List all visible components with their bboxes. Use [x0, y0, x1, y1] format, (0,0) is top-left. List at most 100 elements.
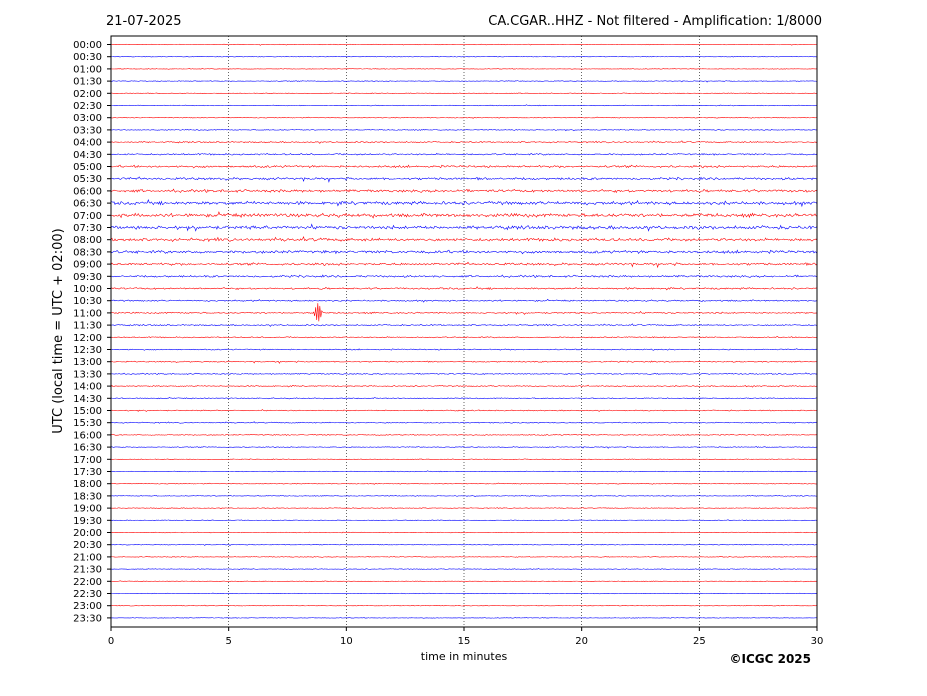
y-tick-label: 09:00: [73, 260, 102, 271]
trace-2100: [110, 555, 818, 558]
x-tick-label-15: 15: [458, 636, 471, 647]
y-tick-label: 05:00: [73, 162, 102, 173]
y-tick-label: 04:00: [73, 138, 102, 149]
y-tick-label: 09:30: [73, 272, 102, 283]
trace-1000: [110, 286, 818, 291]
y-tick-label: 07:00: [73, 211, 102, 222]
trace-0700: [110, 211, 818, 219]
trace-0030: [110, 56, 818, 58]
y-tick-label: 20:00: [73, 528, 102, 539]
trace-2230: [110, 592, 818, 595]
trace-1100: [110, 303, 818, 322]
trace-0230: [110, 104, 818, 107]
y-tick-label: 18:30: [73, 491, 102, 502]
trace-1700: [110, 458, 818, 461]
y-tick-label: 17:30: [73, 467, 102, 478]
trace-1830: [110, 494, 818, 497]
trace-1330: [110, 372, 818, 376]
x-tick-label-5: 5: [225, 636, 231, 647]
y-tick-label: 12:30: [73, 345, 102, 356]
trace-2000: [110, 531, 818, 534]
y-tick-label: 04:30: [73, 150, 102, 161]
y-tick-label: 22:30: [73, 589, 102, 600]
y-axis-label: UTC (local time = UTC + 02:00): [51, 228, 66, 433]
y-tick-label: 20:30: [73, 540, 102, 551]
copyright-credit: ©ICGC 2025: [729, 652, 811, 666]
date-label: 21-07-2025: [106, 14, 182, 29]
trace-0330: [110, 128, 817, 132]
trace-1430: [110, 396, 818, 400]
trace-0130: [110, 80, 818, 83]
trace-0000: [110, 43, 818, 46]
trace-0430: [110, 152, 818, 156]
y-tick-label: 15:30: [73, 418, 102, 429]
trace-2030: [110, 543, 818, 547]
trace-1200: [110, 336, 818, 339]
trace-0100: [110, 68, 818, 70]
trace-rows: [110, 43, 818, 619]
trace-1030: [110, 298, 818, 303]
y-tick-label: 11:00: [73, 308, 102, 319]
y-tick-label: 23:00: [73, 601, 102, 612]
y-tick-label: 03:00: [73, 113, 102, 124]
trace-1130: [110, 323, 818, 327]
trace-0600: [110, 188, 818, 194]
trace-0200: [110, 92, 818, 95]
x-tick-label-20: 20: [575, 636, 588, 647]
x-tick-label-10: 10: [340, 636, 353, 647]
trace-0300: [110, 116, 818, 119]
x-axis-label: time in minutes: [421, 650, 508, 663]
y-tick-label: 21:30: [73, 565, 102, 576]
trace-2130: [110, 568, 818, 571]
y-tick-label: 02:30: [73, 101, 102, 112]
plot-frame: [110, 35, 818, 628]
trace-0530: [110, 176, 818, 183]
y-tick-label: 05:30: [73, 174, 102, 185]
trace-1230: [110, 348, 818, 351]
y-tick-label: 17:00: [73, 455, 102, 466]
grid-lines: [228, 36, 700, 627]
trace-2330: [110, 617, 818, 619]
y-tick-label: 10:30: [73, 296, 102, 307]
y-tick-label: 08:30: [73, 247, 102, 258]
chart-title: CA.CGAR..HHZ - Not filtered - Amplificat…: [488, 14, 822, 29]
y-tick-label: 15:00: [73, 406, 102, 417]
y-tick-label: 07:30: [73, 223, 102, 234]
trace-2200: [110, 580, 818, 583]
trace-1500: [110, 409, 818, 412]
y-tick-label: 21:00: [73, 552, 102, 563]
trace-0400: [110, 140, 818, 144]
y-tick-label: 11:30: [73, 321, 102, 332]
trace-1530: [110, 421, 818, 424]
y-tick-label: 19:00: [73, 504, 102, 515]
trace-0730: [110, 223, 818, 232]
y-tick-label: 01:30: [73, 77, 102, 88]
y-tick-label: 14:30: [73, 394, 102, 405]
trace-0930: [110, 274, 818, 278]
trace-1800: [110, 482, 818, 485]
y-tick-label: 06:30: [73, 199, 102, 210]
trace-0800: [110, 236, 818, 243]
y-tick-label: 10:00: [73, 284, 102, 295]
trace-1600: [110, 433, 818, 436]
trace-1630: [110, 446, 818, 449]
y-tick-label: 19:30: [73, 516, 102, 527]
y-tick-label: 23:30: [73, 613, 102, 624]
y-tick-label: 13:00: [73, 357, 102, 368]
y-tick-label: 13:30: [73, 369, 102, 380]
x-tick-label-0: 0: [108, 636, 114, 647]
trace-0500: [110, 164, 818, 169]
y-tick-label: 16:30: [73, 443, 102, 454]
trace-1300: [110, 360, 818, 364]
x-tick-label-30: 30: [811, 636, 824, 647]
y-tick-label: 08:00: [73, 235, 102, 246]
y-tick-label: 00:00: [73, 40, 102, 51]
y-tick-label: 02:00: [73, 89, 102, 100]
trace-1930: [110, 519, 818, 522]
x-tick-label-25: 25: [693, 636, 706, 647]
y-tick-label: 22:00: [73, 577, 102, 588]
y-tick-label: 12:00: [73, 333, 102, 344]
trace-0830: [110, 249, 818, 255]
